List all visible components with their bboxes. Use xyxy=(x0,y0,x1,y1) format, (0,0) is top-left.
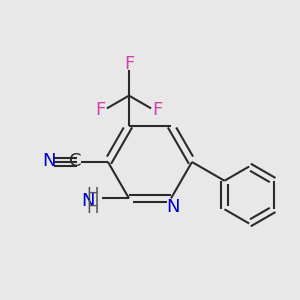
Text: N: N xyxy=(166,198,179,216)
Text: H: H xyxy=(86,186,99,204)
Text: F: F xyxy=(153,101,163,119)
Text: N: N xyxy=(81,192,94,210)
Text: H: H xyxy=(86,199,99,217)
Text: F: F xyxy=(124,55,134,73)
Text: F: F xyxy=(95,101,105,119)
Text: C: C xyxy=(69,152,82,170)
Text: N: N xyxy=(42,152,56,170)
